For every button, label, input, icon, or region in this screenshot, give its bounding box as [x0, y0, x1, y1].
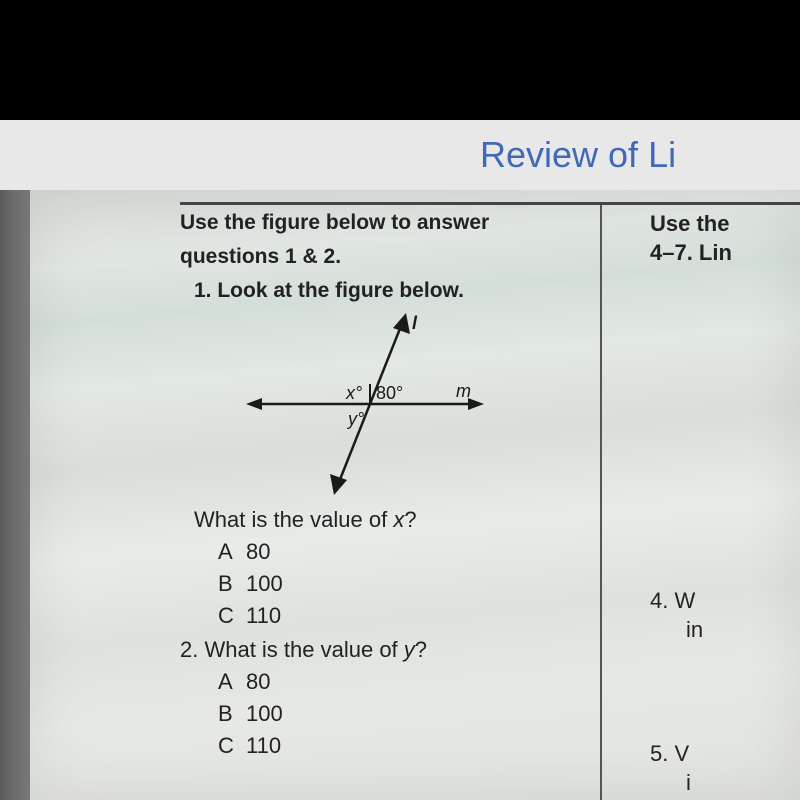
right-q4-a: 4. W — [650, 587, 800, 616]
right-instr-2: 4–7. Lin — [650, 239, 800, 268]
q2-text: 2. What is the value of y? — [180, 637, 590, 663]
q1-choice-b[interactable]: B100 — [218, 571, 590, 597]
right-q5-b: i — [686, 769, 800, 798]
q1-prompt: What is the value of x? — [194, 507, 590, 533]
column-divider — [600, 205, 602, 800]
right-instr-1: Use the — [650, 210, 800, 239]
q2-text-a: 2. What is the value of — [180, 637, 404, 662]
q1-prompt-a: What is the value of — [194, 507, 393, 532]
q1-choice-a[interactable]: A80 — [218, 539, 590, 565]
q1-var: x — [393, 507, 404, 532]
right-q4-b: in — [686, 616, 800, 645]
q1-choices: A80 B100 C110 — [218, 539, 590, 629]
line-m-label: m — [456, 381, 471, 401]
left-margin — [0, 190, 30, 800]
instruction-line-1: Use the figure below to answer — [180, 210, 590, 236]
page-title: Review of Li — [480, 134, 800, 176]
q2-var: y — [404, 637, 415, 662]
top-rule — [180, 202, 800, 205]
right-column: Use the 4–7. Lin 4. W in 5. V i — [650, 210, 800, 798]
right-q5-a: 5. V — [650, 740, 800, 769]
top-black-bar — [0, 0, 800, 120]
q1-prompt-b: ? — [404, 507, 416, 532]
q2-choice-b[interactable]: B100 — [218, 701, 590, 727]
worksheet-page: Use the figure below to answer questions… — [30, 190, 800, 800]
line-l-label: l — [412, 313, 418, 333]
y-label: y° — [346, 409, 364, 429]
q2-text-b: ? — [415, 637, 427, 662]
q1-choice-c[interactable]: C110 — [218, 603, 590, 629]
geometry-figure: l m x° 80° y° — [240, 309, 500, 499]
q1-text: 1. Look at the figure below. — [194, 279, 590, 303]
x-label: x° — [345, 383, 362, 403]
instruction-line-2: questions 1 & 2. — [180, 244, 590, 270]
q2-choice-c[interactable]: C110 — [218, 733, 590, 759]
q2-choices: A80 B100 C110 — [218, 669, 590, 759]
left-column: Use the figure below to answer questions… — [180, 210, 590, 765]
angle-80: 80° — [376, 383, 403, 403]
q2-choice-a[interactable]: A80 — [218, 669, 590, 695]
